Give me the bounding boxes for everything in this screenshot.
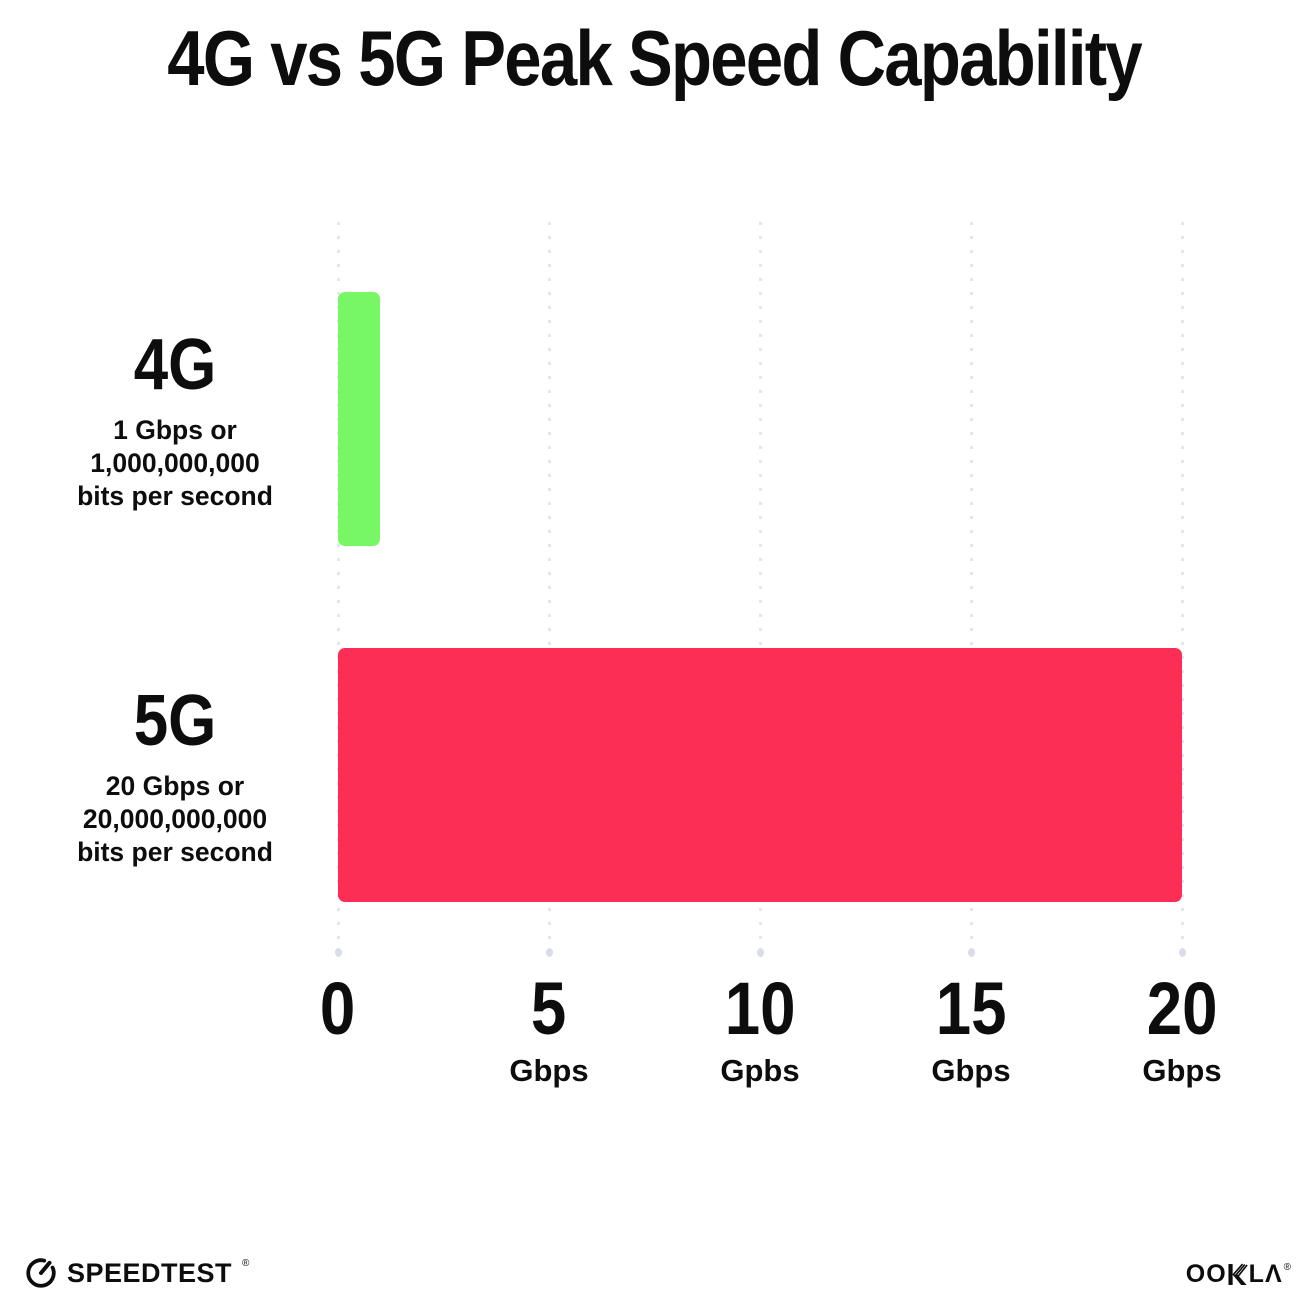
row-label-5g: 5G 20 Gbps or 20,000,000,000 bits per se… — [35, 681, 315, 869]
desc-line: 1 Gbps or — [113, 415, 237, 445]
tick-number: 5 — [531, 967, 567, 1050]
grid-line-5 — [545, 222, 553, 957]
desc-line: 20 Gbps or — [105, 771, 245, 801]
chart-title-text: 4G vs 5G Peak Speed Capability — [167, 14, 1142, 102]
desc-line: bits per second — [77, 837, 273, 867]
grid-line-0 — [334, 222, 342, 957]
desc-line: 1,000,000,000 — [90, 448, 260, 478]
desc-line: 20,000,000,000 — [82, 804, 268, 834]
ookla-wordmark-oo: OO — [1185, 1260, 1227, 1288]
category-label-4g: 4G — [133, 325, 217, 405]
speedtest-logo: SPEEDTEST ® — [24, 1256, 249, 1290]
speedtest-gauge-icon — [24, 1256, 58, 1290]
x-tick-0: 0 — [188, 967, 488, 1055]
x-tick-10: 10 Gpbs — [610, 967, 910, 1088]
grid-line-15 — [967, 222, 975, 957]
row-label-4g: 4G 1 Gbps or 1,000,000,000 bits per seco… — [35, 325, 315, 513]
tick-unit: Gpbs — [720, 1053, 800, 1088]
desc-line: bits per second — [77, 481, 273, 511]
x-tick-20: 20 Gbps — [1032, 967, 1308, 1088]
tick-unit: Gbps — [509, 1053, 589, 1088]
chart-title: 4G vs 5G Peak Speed Capability — [0, 14, 1308, 102]
ookla-k-icon — [1227, 1262, 1249, 1287]
bar-5g — [338, 648, 1182, 902]
ookla-logo: OO L Λ ® — [1186, 1260, 1292, 1289]
ookla-wordmark-l: L — [1248, 1260, 1265, 1288]
grid-line-10 — [756, 222, 764, 957]
category-label-5g: 5G — [133, 681, 217, 761]
speedtest-wordmark: SPEEDTEST — [67, 1257, 233, 1288]
x-tick-5: 5 Gbps — [399, 967, 699, 1088]
ookla-wordmark-a: Λ — [1264, 1260, 1283, 1288]
ookla-trademark: ® — [1283, 1262, 1292, 1273]
category-description-5g: 20 Gbps or 20,000,000,000 bits per secon… — [35, 770, 315, 869]
tick-unit: Gbps — [1142, 1053, 1222, 1088]
plot-area — [334, 222, 1186, 960]
category-description-4g: 1 Gbps or 1,000,000,000 bits per second — [35, 414, 315, 513]
tick-unit: Gbps — [931, 1053, 1011, 1088]
bar-4g — [338, 292, 381, 546]
x-tick-15: 15 Gbps — [821, 967, 1121, 1088]
grid-line-20 — [1178, 222, 1186, 957]
tick-number: 0 — [320, 967, 356, 1050]
tick-number: 10 — [724, 967, 796, 1050]
tick-number: 20 — [1146, 967, 1218, 1050]
speedtest-trademark: ® — [242, 1258, 250, 1269]
tick-number: 15 — [935, 967, 1007, 1050]
